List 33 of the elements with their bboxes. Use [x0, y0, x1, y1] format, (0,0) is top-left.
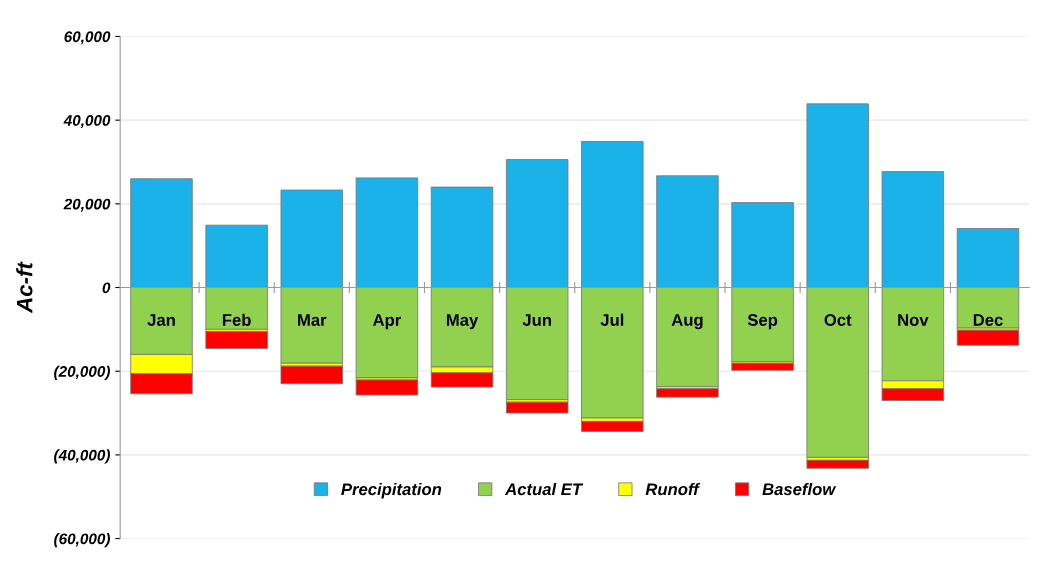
legend-label: Runoff — [645, 482, 701, 496]
y-tick-label: 20,000 — [63, 198, 111, 212]
y-tick-label: 60,000 — [64, 31, 111, 45]
bar — [731, 362, 794, 371]
legend-label: Actual ET — [504, 482, 584, 496]
y-axis-title: Ac-ft — [16, 261, 33, 314]
x-tick-label: Apr — [372, 314, 402, 330]
bar — [806, 459, 869, 469]
x-tick-label: Jun — [522, 314, 551, 326]
y-tick-label: 0 — [102, 282, 111, 294]
legend-label: Baseflow — [762, 482, 837, 496]
x-tick-label: Jul — [600, 313, 624, 326]
x-tick-label: Nov — [898, 314, 929, 326]
y-tick-label: (60,000) — [54, 533, 111, 548]
y-tick-label: 40,000 — [63, 115, 111, 129]
bar — [205, 331, 268, 350]
y-tick-label: (40,000) — [54, 449, 111, 464]
bar — [505, 401, 569, 414]
bar — [956, 329, 1020, 346]
bar — [355, 379, 419, 396]
bar — [656, 388, 719, 398]
x-tick-label: Dec — [973, 314, 1003, 326]
x-tick-label: Jan — [147, 314, 175, 326]
bar — [280, 365, 343, 385]
x-tick-label: Oct — [824, 314, 852, 326]
legend-label: Precipitation — [341, 482, 442, 499]
x-tick-label: Mar — [298, 314, 327, 326]
x-tick-label: Aug — [671, 314, 703, 330]
bar — [581, 420, 644, 432]
y-tick-label: (20,000) — [54, 365, 111, 380]
x-tick-label: Feb — [222, 313, 251, 326]
x-tick-label: Sep — [747, 314, 778, 330]
x-tick-label: May — [446, 314, 479, 330]
